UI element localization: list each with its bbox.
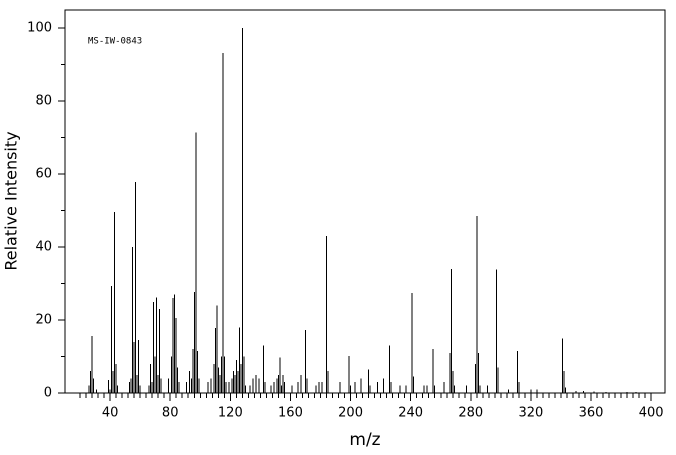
x-tick-label: 40 [102, 406, 119, 421]
x-tick-label: 160 [278, 406, 303, 421]
y-tick-label: 100 [27, 21, 52, 36]
y-tick-label: 60 [35, 167, 52, 182]
x-tick-label: 80 [162, 406, 179, 421]
y-tick-label: 20 [35, 313, 52, 328]
x-tick-label: 320 [519, 406, 544, 421]
annotation: MS-IW-0843 [88, 37, 142, 47]
x-tick-label: 280 [458, 406, 483, 421]
y-tick-label: 0 [44, 386, 52, 401]
x-tick-label: 400 [639, 406, 664, 421]
y-tick-label: 80 [35, 94, 52, 109]
y-axis-label: Relative Intensity [2, 131, 21, 270]
x-tick-label: 240 [398, 406, 423, 421]
x-tick-label: 200 [338, 406, 363, 421]
x-axis-label: m/z [349, 430, 380, 450]
y-tick-label: 40 [35, 240, 52, 255]
x-tick-label: 360 [579, 406, 604, 421]
x-tick-label: 120 [218, 406, 243, 421]
plot-frame [64, 9, 666, 394]
